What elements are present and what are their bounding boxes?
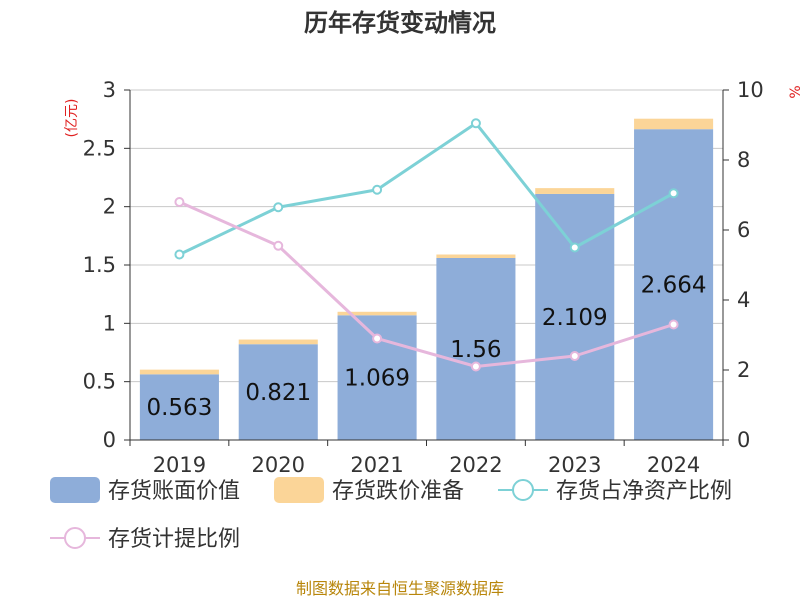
legend-label-1: 存货跌价准备	[332, 479, 464, 504]
x-tick-label: 2022	[449, 453, 502, 477]
line-point-2-2020	[273, 202, 284, 213]
left-tick-label: 1.5	[83, 253, 116, 277]
line-point-2-2019	[174, 249, 185, 260]
legend-swatch-0	[50, 477, 100, 503]
data-label: 0.563	[146, 395, 212, 421]
right-tick-label: 6	[737, 218, 750, 242]
series-lines	[174, 118, 679, 372]
right-tick-label: 0	[737, 428, 750, 452]
right-tick-label: 8	[737, 148, 750, 172]
chart-title: 历年存货变动情况	[304, 9, 496, 37]
bar-0-2024	[634, 129, 714, 440]
data-label: 2.664	[641, 273, 707, 299]
gridlines	[130, 89, 723, 441]
right-tick-label: 10	[737, 78, 764, 102]
axes: 0 0.5 1 1.5 2 2.5 3 0 2 4 6 8 10 (亿元)% 2019 2020 2021 202…	[64, 78, 800, 477]
legend-label-3: 存货计提比例	[108, 527, 240, 552]
left-tick-label: 2	[103, 195, 116, 219]
left-tick-label: 0	[103, 428, 116, 452]
left-tick-label: 1	[103, 311, 116, 335]
line-point-2-2022	[470, 118, 481, 129]
left-tick-label: 0.5	[83, 370, 116, 394]
bar-1-2022	[436, 254, 516, 258]
line-point-3-2022	[470, 361, 481, 372]
line-point-3-2019	[174, 197, 185, 207]
x-tick-label: 2021	[350, 453, 403, 477]
bar-1-2020	[238, 339, 318, 345]
data-labels: 0.563 0.821 1.069 1.56 2.109 2.664	[146, 273, 706, 422]
line-point-2-2023	[569, 242, 580, 253]
line-point-3-2020	[273, 240, 284, 251]
x-tick-label: 2023	[548, 453, 601, 477]
line-point-2-2024	[668, 188, 679, 199]
right-tick-label: 2	[737, 358, 750, 382]
data-label: 1.56	[450, 337, 501, 363]
bar-1-2019	[139, 369, 219, 375]
bar-1-2021	[337, 311, 417, 316]
line-point-3-2023	[569, 351, 580, 361]
source-note: 制图数据来自恒生聚源数据库	[296, 579, 504, 598]
x-tick-label: 2019	[153, 453, 206, 477]
legend-marker-2	[512, 479, 534, 501]
line-point-3-2021	[372, 333, 383, 344]
x-tick-label: 2020	[252, 453, 305, 477]
bar-0-2022	[436, 258, 516, 440]
data-label: 2.109	[542, 305, 608, 331]
line-series-2	[178, 121, 675, 256]
bar-1-2023	[535, 188, 615, 194]
bar-0-2020	[238, 344, 318, 440]
left-axis-unit: (亿元)	[64, 99, 80, 138]
line-point-3-2024	[668, 319, 679, 330]
right-tick-label: 4	[737, 288, 750, 312]
legend-label-2: 存货占净资产比例	[556, 479, 732, 504]
line-point-2-2021	[372, 184, 383, 195]
line-series-3	[178, 200, 675, 368]
data-label: 0.821	[245, 380, 311, 406]
left-tick-label: 3	[103, 78, 116, 102]
bar-0-2023	[535, 193, 615, 440]
right-axis-unit: %	[788, 85, 800, 98]
legend-marker-3	[64, 527, 86, 549]
legend-swatch-1	[274, 477, 324, 503]
bar-1-2024	[634, 118, 714, 130]
data-label: 1.069	[344, 366, 410, 392]
legend-label-0: 存货账面价值	[108, 479, 240, 504]
bar-0-2019	[139, 374, 219, 440]
x-tick-label: 2024	[647, 453, 700, 477]
bars	[139, 118, 714, 440]
left-tick-label: 2.5	[83, 136, 116, 160]
